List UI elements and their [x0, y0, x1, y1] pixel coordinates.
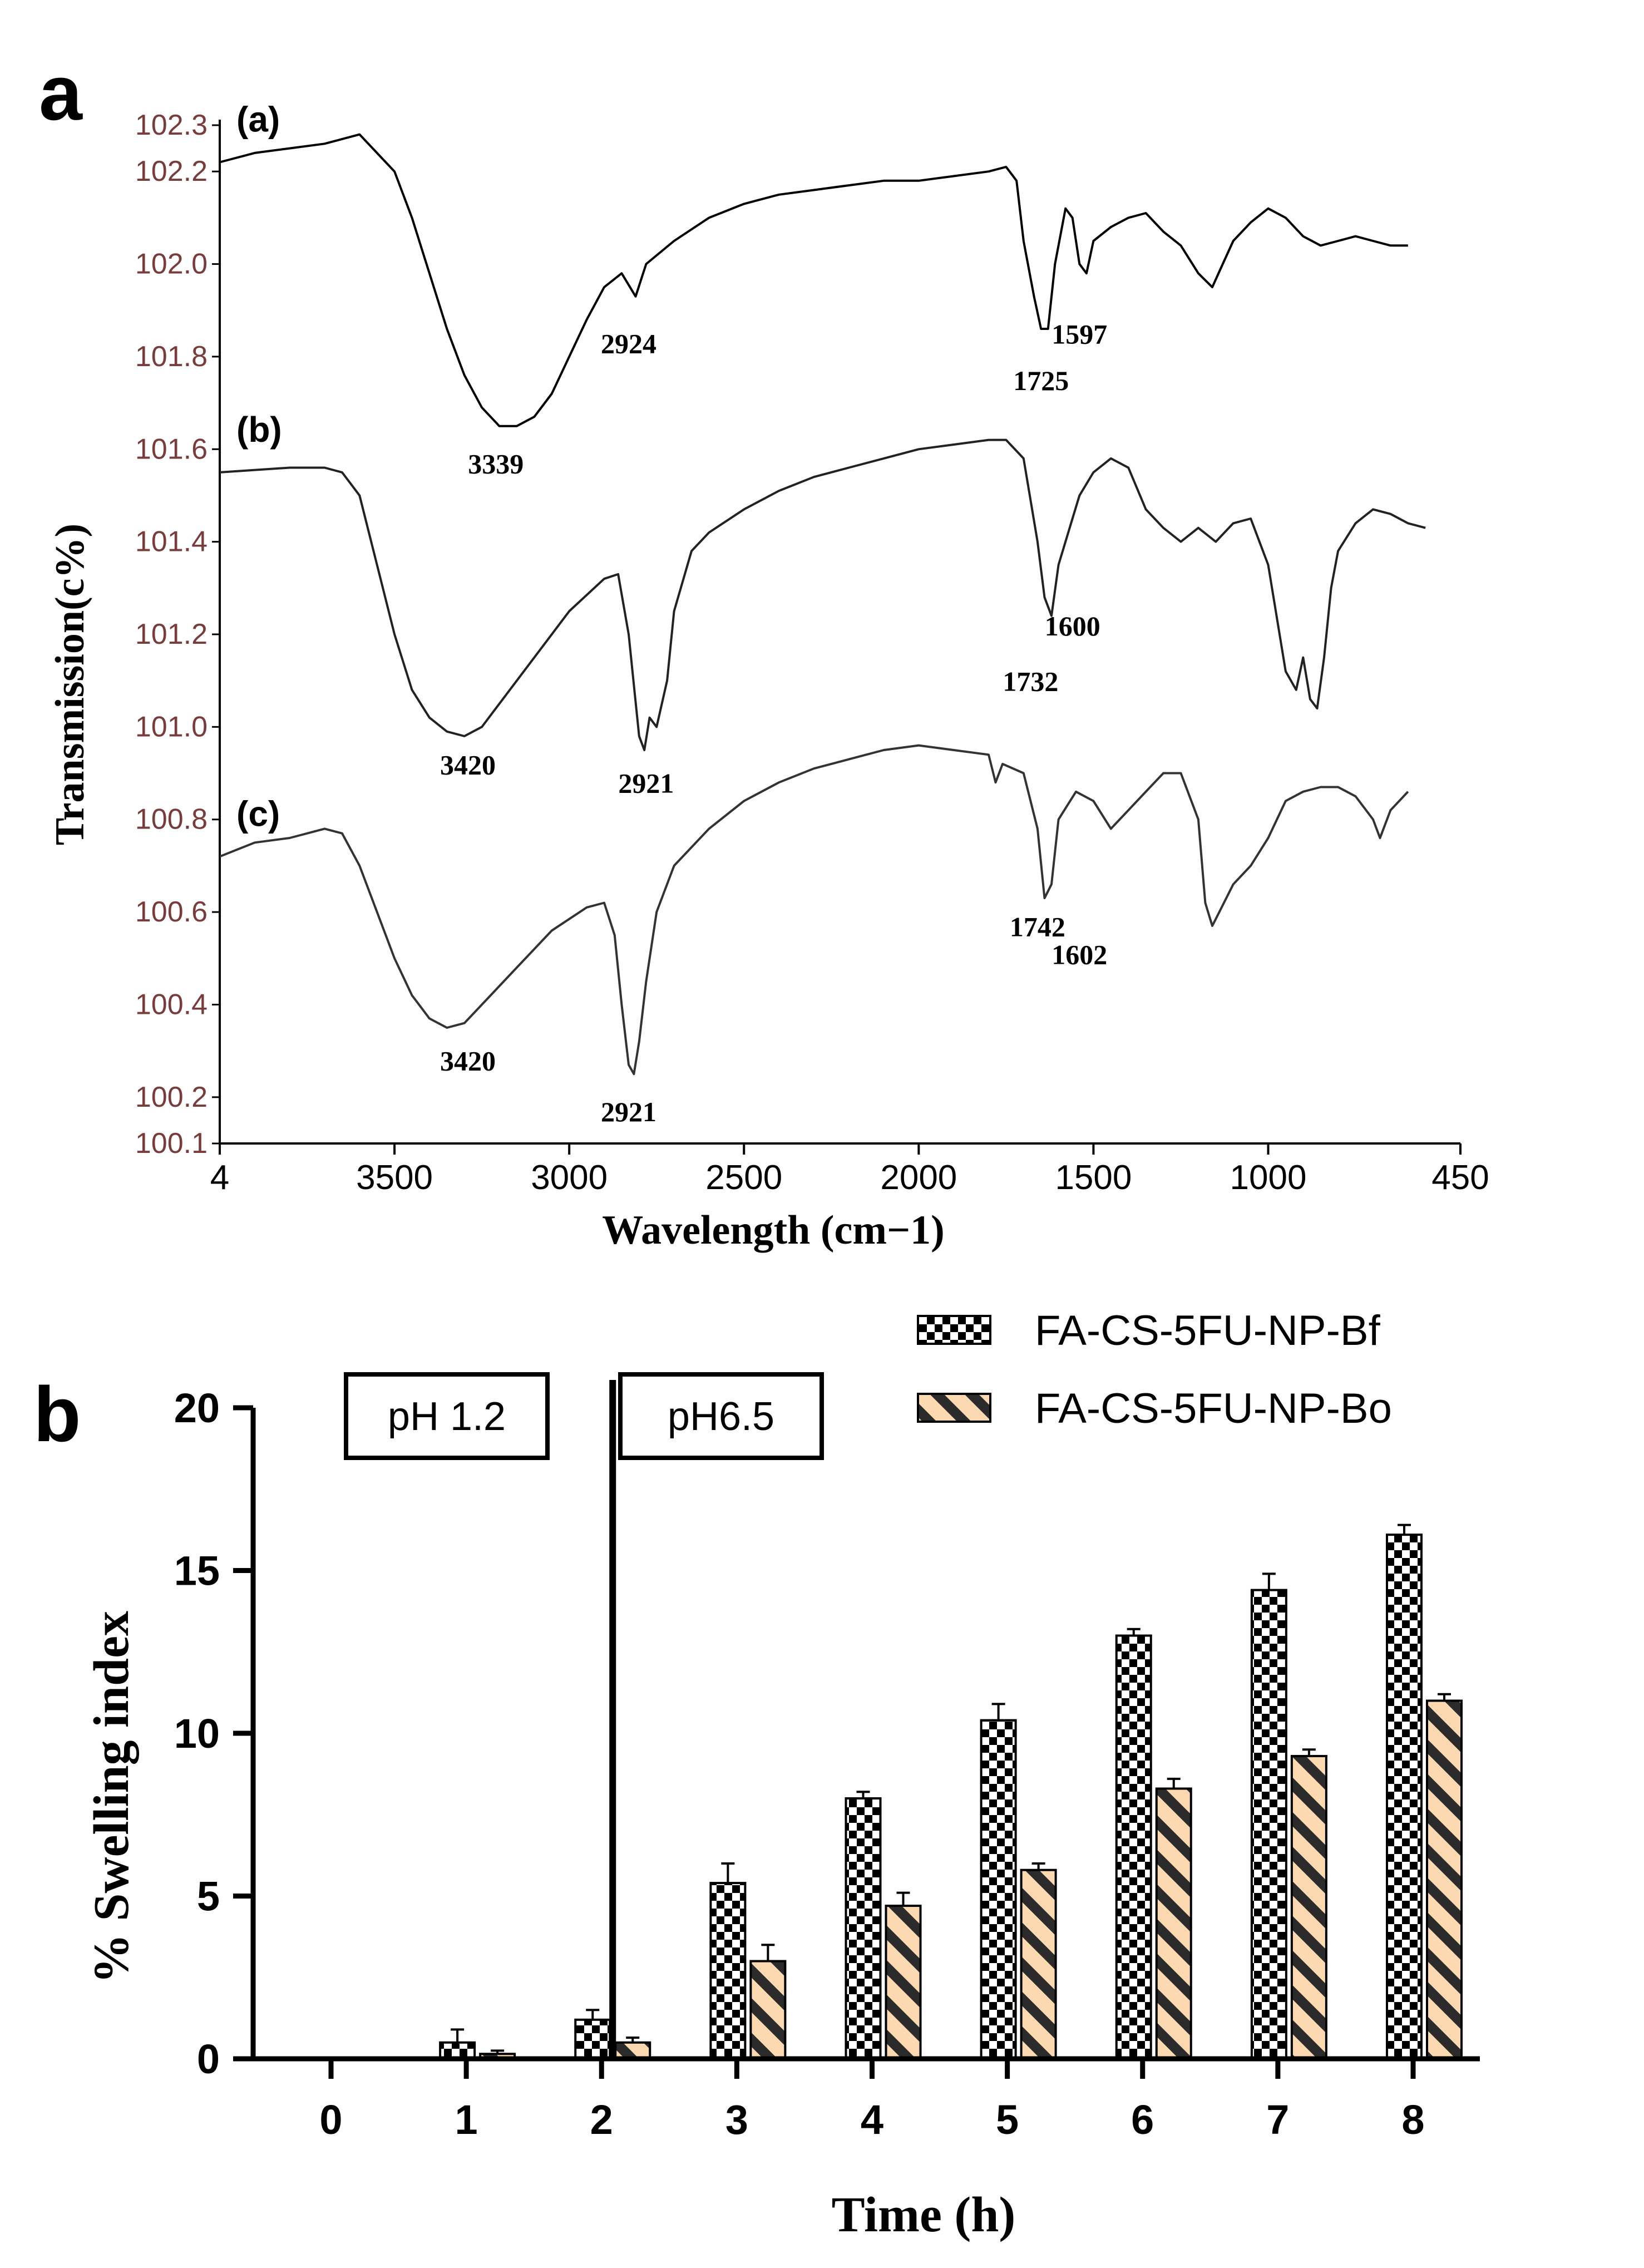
ftir-peak-label: 2921 [601, 1096, 656, 1127]
swelling-legend: FA-CS-5FU-NP-Bf FA-CS-5FU-NP-Bo [917, 1307, 1392, 1432]
panel-a-label: a [39, 49, 83, 136]
bar-bo-t7 [1290, 1754, 1327, 2060]
ph-1-2-label: pH 1.2 [388, 1394, 506, 1439]
legend-swatch-bf [917, 1315, 991, 1345]
bar-bo-t6 [1155, 1787, 1192, 2060]
swelling-x-tick-label: 5 [996, 2097, 1019, 2143]
ftir-peak-label: 1600 [1045, 610, 1100, 642]
ftir-peak-label: 1742 [1010, 911, 1065, 942]
ftir-x-tick-label: 3000 [531, 1158, 608, 1197]
legend-label-bf: FA-CS-5FU-NP-Bf [1035, 1307, 1381, 1354]
ftir-curve-labels: (a) (b) (c) [236, 100, 282, 834]
ftir-x-axis-label: Wavelength (cm−1) [602, 1207, 945, 1253]
ftir-x-tick-label: 1000 [1230, 1158, 1307, 1197]
ph-1-2-box [344, 1372, 550, 1460]
ftir-peak-label: 3339 [468, 448, 524, 480]
swelling-y-tick-label: 10 [174, 1710, 220, 1757]
ftir-peak-label: 2924 [601, 328, 656, 359]
ftir-curve-label-a: (a) [236, 100, 280, 140]
swelling-x-axis: 0 1 2 3 4 5 6 7 8 [319, 2059, 1425, 2143]
swelling-y-tick-label: 20 [174, 1385, 220, 1431]
swelling-x-tick-label: 6 [1131, 2097, 1154, 2143]
bar-bo-t3 [749, 1960, 787, 2060]
swelling-y-axis: 0 5 10 15 20 [174, 1385, 253, 2082]
ftir-curve-label-b: (b) [236, 410, 282, 450]
ftir-curve-label-c: (c) [236, 793, 280, 834]
swelling-x-tick-label: 0 [319, 2097, 342, 2143]
swelling-x-tick-label: 3 [725, 2097, 748, 2143]
swelling-x-axis-label: Time (h) [832, 2187, 1016, 2242]
swelling-x-tick-label: 2 [590, 2097, 613, 2143]
ftir-y-tick-label: 102.3 [135, 109, 208, 141]
bar-bf-t6 [1115, 1634, 1152, 2060]
ftir-x-tick-label: 3500 [356, 1158, 433, 1197]
panel-b-label: b [33, 1370, 81, 1458]
ftir-peak-labels: 3339 2924 1725 1597 3420 2921 1732 1600 3420 2921… [440, 319, 1107, 1127]
ftir-curve-a [219, 133, 1408, 427]
ftir-peak-label: 2921 [618, 768, 674, 799]
swelling-y-tick-label: 0 [197, 2036, 220, 2082]
swelling-chart: 0 5 10 15 20 0 1 2 3 4 5 6 7 8 % Swelling index Time… [84, 1307, 1480, 2242]
swelling-y-tick-label: 15 [174, 1548, 220, 1594]
bar-bf-t2 [574, 2018, 611, 2060]
ftir-y-axis: 102.3 102.2 102.0 101.8 101.6 101.4 101.2 101.0… [135, 109, 220, 1160]
swelling-x-tick-label: 1 [455, 2097, 478, 2143]
bar-bo-t5 [1020, 1868, 1057, 2060]
ph-6-5-label: pH6.5 [668, 1394, 774, 1439]
ftir-curves [219, 133, 1426, 1076]
ftir-y-tick-label: 101.0 [135, 711, 208, 743]
ftir-curve-c [219, 744, 1409, 1076]
bar-bf-t3 [709, 1882, 747, 2060]
bar-bf-t5 [980, 1719, 1017, 2060]
ftir-y-tick-label: 100.6 [135, 896, 208, 928]
bar-bf-t7 [1250, 1589, 1287, 2060]
ftir-y-tick-label: 100.4 [135, 988, 208, 1020]
bar-bf-t8 [1386, 1534, 1423, 2060]
ftir-peak-label: 1597 [1051, 319, 1107, 350]
ftir-peak-label: 1732 [1003, 666, 1058, 697]
ftir-x-tick-label: 4 [210, 1158, 229, 1197]
ftir-y-tick-label: 100.2 [135, 1081, 208, 1113]
ftir-x-tick-label: 450 [1431, 1158, 1489, 1197]
ftir-x-tick-label: 2500 [705, 1158, 782, 1197]
legend-swatch-bo [917, 1393, 991, 1423]
ftir-chart: 102.3 102.2 102.0 101.8 101.6 101.4 101.2 101.0… [47, 100, 1489, 1253]
swelling-y-tick-label: 5 [197, 1873, 220, 1920]
swelling-bars [439, 1523, 1463, 2060]
ftir-y-tick-label: 101.6 [135, 433, 208, 465]
ftir-x-tick-label: 1500 [1055, 1158, 1132, 1197]
swelling-x-tick-label: 7 [1266, 2097, 1289, 2143]
swelling-x-tick-label: 8 [1401, 2097, 1424, 2143]
ftir-curve-b [219, 438, 1426, 751]
ftir-y-tick-label: 102.2 [135, 155, 208, 188]
ph-6-5-box [618, 1372, 824, 1460]
ftir-y-axis-label: Transmission(c%) [47, 524, 93, 845]
ftir-x-axis: 4 3500 3000 2500 2000 1500 1000 450 [210, 120, 1489, 1197]
bar-bo-t8 [1426, 1699, 1463, 2060]
ftir-y-tick-label: 100.1 [135, 1127, 208, 1160]
ftir-y-tick-label: 102.0 [135, 248, 208, 280]
swelling-y-axis-label: % Swelling index [84, 1611, 139, 1984]
ftir-peak-label: 3420 [440, 1046, 496, 1077]
ftir-peak-label: 1725 [1013, 365, 1069, 396]
ftir-y-tick-label: 101.8 [135, 341, 208, 373]
swelling-x-tick-label: 4 [861, 2097, 883, 2143]
legend-label-bo: FA-CS-5FU-NP-Bo [1035, 1385, 1392, 1432]
ftir-peak-label: 1602 [1051, 939, 1107, 970]
ftir-y-tick-label: 101.4 [135, 526, 208, 558]
bar-bf-t4 [845, 1797, 882, 2060]
bar-bo-t4 [885, 1905, 922, 2060]
ftir-y-tick-label: 101.2 [135, 618, 208, 650]
ftir-peak-label: 3420 [440, 749, 496, 780]
ftir-x-tick-label: 2000 [880, 1158, 957, 1197]
ftir-y-tick-label: 100.8 [135, 803, 208, 836]
